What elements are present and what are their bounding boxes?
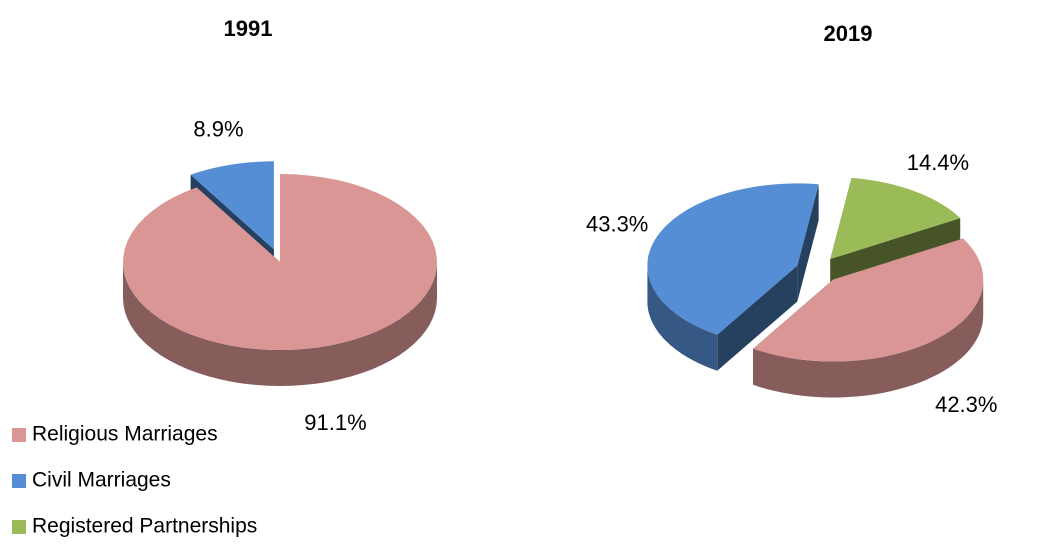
- legend-swatch: [12, 474, 26, 488]
- pie-title: 1991: [224, 16, 273, 41]
- slice-wall: [647, 265, 718, 371]
- slice-wall: [753, 279, 984, 398]
- legend-label: Registered Partnerships: [32, 515, 257, 538]
- pie-title: 2019: [824, 21, 873, 46]
- legend-label: Civil Marriages: [32, 469, 171, 492]
- data-label: 42.3%: [935, 392, 997, 417]
- legend-swatch: [12, 428, 26, 442]
- slice-wall: [123, 262, 437, 386]
- pie-slice: [190, 161, 274, 250]
- slice-cut-face: [717, 265, 798, 371]
- legend-label: Religious Marriages: [32, 423, 218, 446]
- data-label: 91.1%: [304, 410, 366, 435]
- pie-slice: [123, 174, 437, 350]
- pie-slice: [647, 183, 819, 335]
- pie-slice: [753, 238, 984, 362]
- legend-swatch: [12, 520, 26, 534]
- slice-side: [647, 184, 819, 371]
- data-label: 8.9%: [193, 117, 243, 142]
- slice-cut-face: [797, 184, 819, 302]
- pie-slice: [830, 177, 961, 260]
- data-label: 14.4%: [907, 150, 969, 175]
- data-label: 43.3%: [586, 212, 648, 237]
